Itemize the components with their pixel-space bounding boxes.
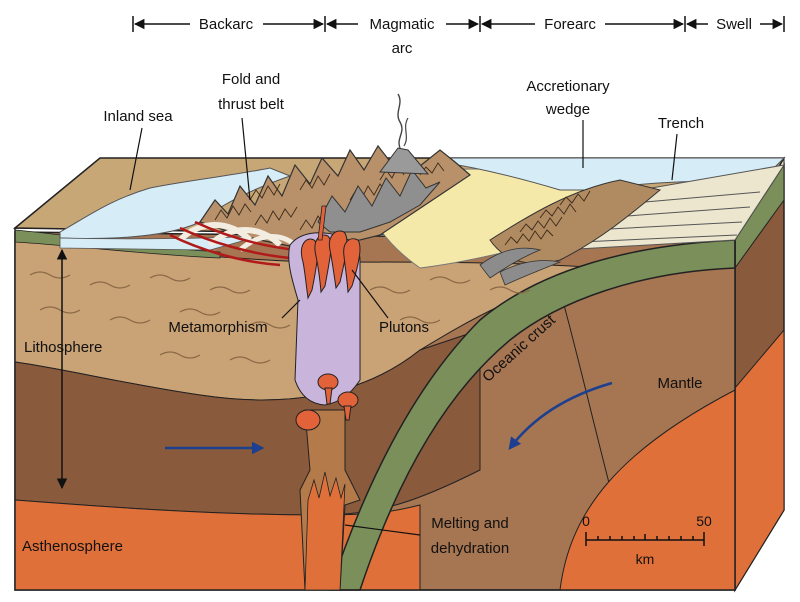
- metamorphism-zone: [169, 220, 297, 267]
- fold-thrust-belt-label-2: thrust belt: [218, 96, 285, 113]
- trench-label: Trench: [658, 115, 704, 132]
- melting-dehydration-label-1: Melting and: [431, 515, 509, 532]
- scale-max-label: 50: [696, 513, 712, 529]
- metamorphism-label: Metamorphism: [168, 319, 267, 336]
- scale-bar: [585, 532, 705, 546]
- lithosphere-label: Lithosphere: [24, 339, 102, 356]
- asthenosphere-label: Asthenosphere: [22, 538, 123, 555]
- slab-motion-arrow: [508, 381, 613, 450]
- fold-thrust-belt-label-1: Fold and: [222, 71, 280, 88]
- plutons-label: Plutons: [379, 319, 429, 336]
- zone-forearc-label: Forearc: [544, 16, 596, 33]
- zone-magmatic-arc-label-1: Magmatic: [369, 16, 435, 33]
- accretionary-wedge-label-2: wedge: [545, 101, 590, 118]
- zone-backarc-label: Backarc: [199, 16, 254, 33]
- volcanic-dike: [317, 205, 327, 241]
- labels: Backarc Magmatic arc Forearc Swell Inlan…: [22, 16, 752, 567]
- accretionary-wedge-label-1: Accretionary: [526, 78, 610, 95]
- leader-lines: [129, 117, 678, 536]
- block-right-face: [734, 156, 785, 593]
- scale-min-label: 0: [582, 513, 590, 529]
- scale-unit-label: km: [636, 551, 655, 567]
- plutons: [295, 230, 361, 431]
- mantle-label: Mantle: [657, 375, 702, 392]
- melting-dehydration-label-2: dehydration: [431, 540, 509, 557]
- inland-sea-label: Inland sea: [103, 108, 173, 125]
- zone-magmatic-arc-label-2: arc: [392, 40, 413, 57]
- zone-bar: [132, 16, 785, 32]
- zone-swell-label: Swell: [716, 16, 752, 33]
- mountain-range: [199, 93, 471, 249]
- block-front-face: [14, 227, 736, 591]
